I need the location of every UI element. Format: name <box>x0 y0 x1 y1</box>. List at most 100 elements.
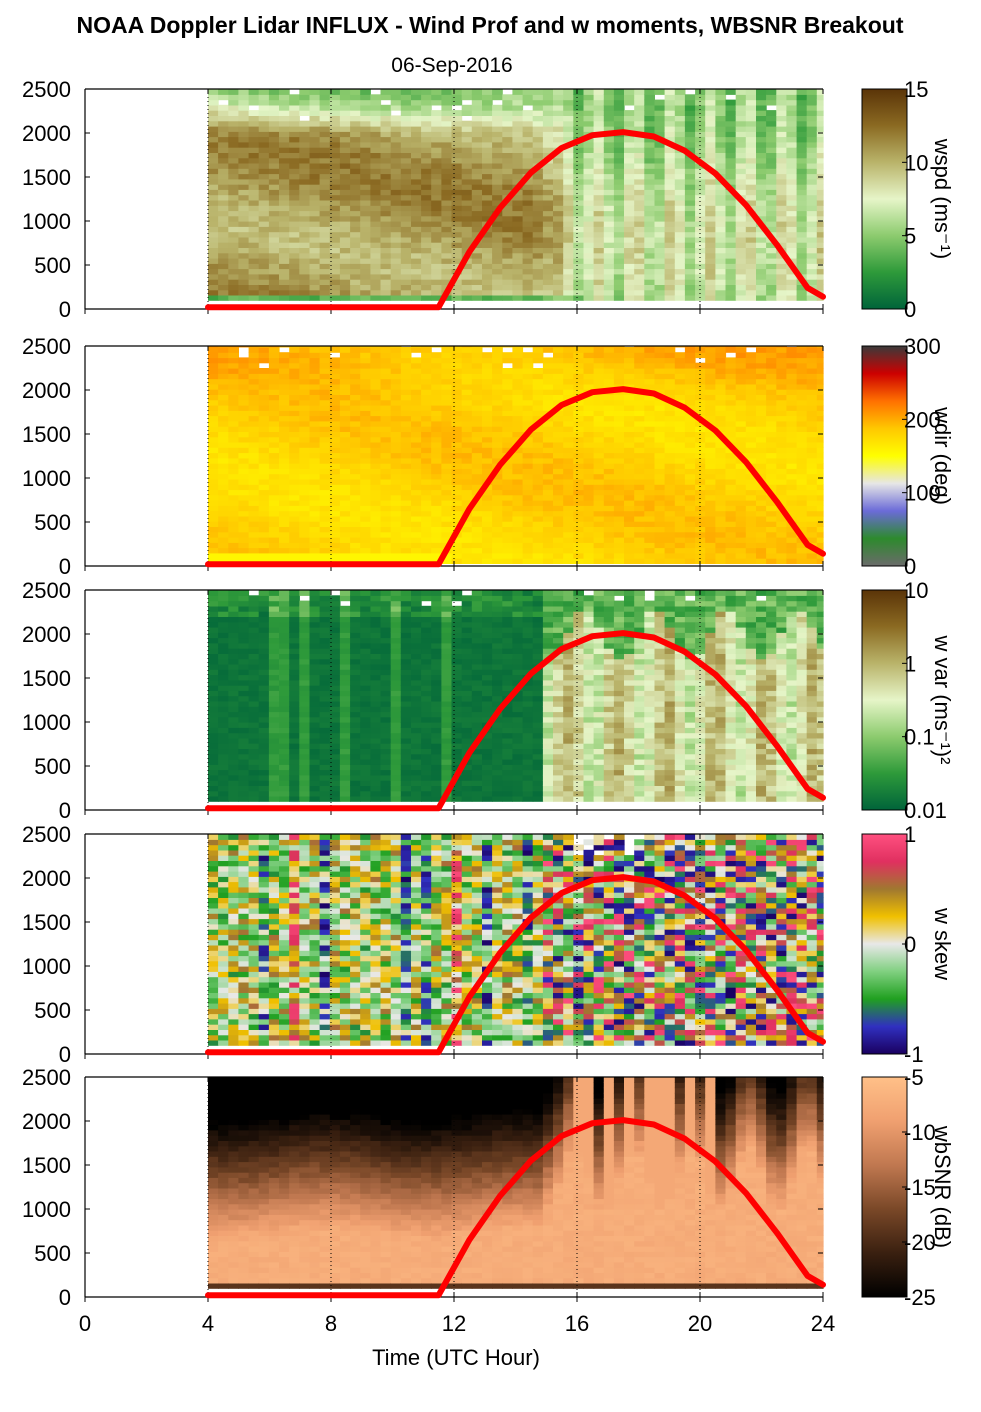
heatmap-cell <box>421 463 432 469</box>
heatmap-cell <box>624 205 635 212</box>
heatmap-cell <box>482 168 493 175</box>
heatmap-cell <box>725 268 737 275</box>
heatmap-cell <box>624 463 635 469</box>
heatmap-cell <box>289 126 300 132</box>
heatmap-cell <box>370 141 382 148</box>
heatmap-cell <box>400 431 412 438</box>
heatmap-cell <box>756 352 767 359</box>
heatmap-cell <box>461 373 473 380</box>
heatmap-cell <box>674 478 686 485</box>
heatmap-cell <box>705 210 716 217</box>
heatmap-cell <box>228 447 239 454</box>
heatmap-cell <box>309 542 321 549</box>
heatmap-cell <box>370 447 382 454</box>
heatmap-cell <box>532 194 544 201</box>
heatmap-cell <box>218 452 229 459</box>
heatmap-cell <box>319 405 331 411</box>
heatmap-cell <box>522 162 534 169</box>
heatmap-cell <box>350 168 361 175</box>
heatmap-cell <box>492 157 503 164</box>
heatmap-cell <box>583 436 595 443</box>
heatmap-cell <box>634 558 645 564</box>
heatmap-cell <box>309 389 321 395</box>
heatmap-cell <box>735 558 747 564</box>
heatmap-cell <box>238 468 250 475</box>
heatmap-cell <box>674 279 686 285</box>
heatmap-cell <box>593 194 605 201</box>
heatmap-cell <box>339 441 351 448</box>
heatmap-cell <box>634 494 645 501</box>
heatmap-cell <box>411 136 422 143</box>
heatmap-cell <box>613 452 625 459</box>
heatmap-cell <box>766 473 777 480</box>
heatmap-cell <box>309 447 321 454</box>
heatmap-cell <box>583 484 595 491</box>
heatmap-cell <box>350 173 361 180</box>
heatmap-cell <box>279 389 290 395</box>
heatmap-cell <box>248 394 260 401</box>
heatmap-cell <box>593 263 605 270</box>
heatmap-cell <box>613 284 625 291</box>
heatmap-cell <box>461 410 473 417</box>
heatmap-cell <box>319 399 331 406</box>
heatmap-cell <box>766 284 777 291</box>
heatmap-cell <box>411 210 422 217</box>
heatmap-cell <box>451 383 463 390</box>
heatmap-cell <box>299 394 310 401</box>
heatmap-cell <box>492 184 503 190</box>
heatmap-cell <box>461 147 473 153</box>
heatmap-cell <box>684 268 696 275</box>
heatmap-cell <box>715 526 727 533</box>
heatmap-cell <box>664 346 676 353</box>
heatmap-cell <box>370 199 382 206</box>
heatmap-cell <box>279 357 290 364</box>
heatmap-cell <box>756 489 767 496</box>
heatmap-cell <box>603 226 615 233</box>
heatmap-cell <box>522 99 534 106</box>
heatmap-cell <box>309 410 321 417</box>
heatmap-cell <box>390 537 402 543</box>
heatmap-cell <box>279 194 290 201</box>
heatmap-cell <box>725 199 737 206</box>
heatmap-cell <box>309 383 321 390</box>
heatmap-cell <box>441 500 453 506</box>
heatmap-cell <box>593 457 605 464</box>
heatmap-cell <box>684 273 696 280</box>
heatmap-cell <box>563 378 574 385</box>
heatmap-cell <box>735 368 747 374</box>
heatmap-cell <box>725 383 737 390</box>
heatmap-cell <box>664 221 676 227</box>
heatmap-cell <box>451 378 463 385</box>
heatmap-cell <box>258 189 270 196</box>
heatmap-cell <box>674 558 686 564</box>
heatmap-cell <box>319 552 331 559</box>
heatmap-cell <box>441 441 453 448</box>
heatmap-cell <box>664 362 676 369</box>
heatmap-cell <box>583 526 595 533</box>
heatmap-cell <box>248 346 260 348</box>
heatmap-cell <box>441 120 453 127</box>
heatmap-cell <box>532 478 544 485</box>
heatmap-cell <box>238 452 250 459</box>
heatmap-cell <box>218 346 229 353</box>
heatmap-cell <box>329 141 341 148</box>
heatmap-cell <box>553 157 564 164</box>
heatmap-cell <box>695 263 706 270</box>
heatmap-cell <box>593 394 605 401</box>
heatmap-cell <box>796 515 808 522</box>
heatmap-cell <box>268 268 280 275</box>
heatmap-cell <box>400 279 412 285</box>
heatmap-cell <box>228 368 239 374</box>
heatmap-cell <box>532 410 544 417</box>
heatmap-cell <box>471 415 483 422</box>
heatmap-cell <box>228 210 239 217</box>
heatmap-cell <box>776 226 787 233</box>
heatmap-cell <box>695 552 706 559</box>
heatmap-cell <box>441 352 453 359</box>
heatmap-cell <box>299 500 310 506</box>
heatmap-cell <box>725 294 737 301</box>
heatmap-cell <box>776 268 787 275</box>
heatmap-cell <box>258 420 270 427</box>
heatmap-cell <box>745 426 757 432</box>
heatmap-cell <box>502 394 513 401</box>
